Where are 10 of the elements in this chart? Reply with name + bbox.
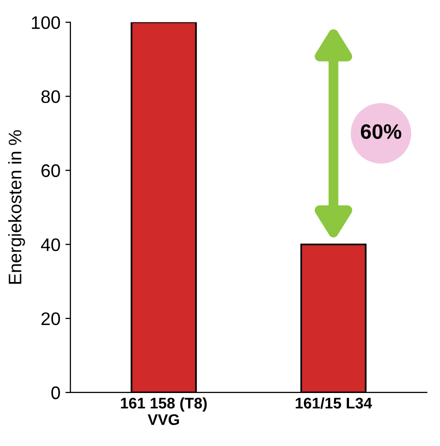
x-tick-label: 161/15 L34 [296,397,372,409]
y-tick-label: 40 [41,238,60,252]
y-tick-label: 60 [42,164,60,178]
annotation: 60% [360,124,402,139]
y-tick-label: 100 [32,16,60,30]
y-tick-label: 0 [51,386,60,400]
x-tick-label: 161 158 (T8) VVG [120,397,207,426]
y-tick-label: 20 [42,312,60,326]
y-axis-title: Energiekosten in % [8,130,25,284]
y-tick-label: 80 [41,90,60,104]
